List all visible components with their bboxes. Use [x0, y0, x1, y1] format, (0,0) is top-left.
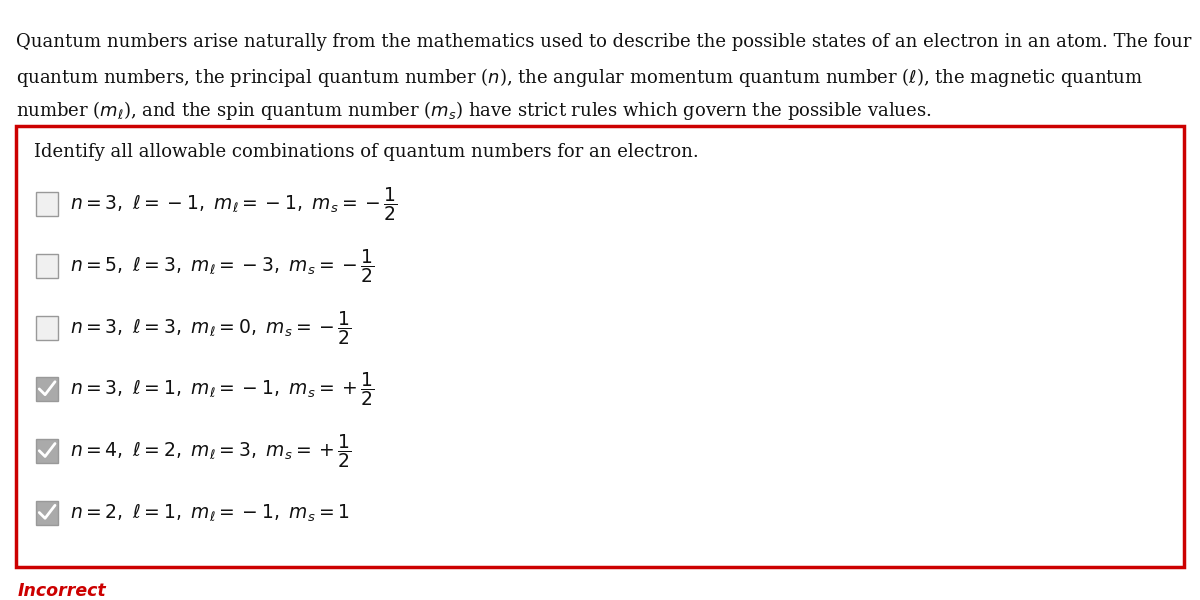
Text: number ($m_\ell$), and the spin quantum number ($m_s$) have strict rules which g: number ($m_\ell$), and the spin quantum … [16, 99, 931, 122]
Text: Identify all allowable combinations of quantum numbers for an electron.: Identify all allowable combinations of q… [34, 143, 698, 161]
FancyBboxPatch shape [36, 192, 58, 216]
Text: $n = 4,\ \ell = 2,\ m_\ell = 3,\ m_s = +\dfrac{1}{2}$: $n = 4,\ \ell = 2,\ m_\ell = 3,\ m_s = +… [70, 432, 352, 470]
FancyBboxPatch shape [36, 254, 58, 278]
FancyBboxPatch shape [36, 501, 58, 525]
Text: $n = 2,\ \ell = 1,\ m_\ell = -1,\ m_s = 1$: $n = 2,\ \ell = 1,\ m_\ell = -1,\ m_s = … [70, 502, 349, 524]
Text: quantum numbers, the principal quantum number ($n$), the angular momentum quantu: quantum numbers, the principal quantum n… [16, 66, 1142, 89]
Text: $n = 3,\ \ell = -1,\ m_\ell = -1,\ m_s = -\dfrac{1}{2}$: $n = 3,\ \ell = -1,\ m_\ell = -1,\ m_s =… [70, 185, 397, 223]
FancyBboxPatch shape [16, 126, 1184, 567]
FancyBboxPatch shape [36, 439, 58, 463]
Text: Incorrect: Incorrect [18, 582, 107, 600]
Text: $n = 3,\ \ell = 1,\ m_\ell = -1,\ m_s = +\dfrac{1}{2}$: $n = 3,\ \ell = 1,\ m_\ell = -1,\ m_s = … [70, 370, 374, 409]
Text: $n = 5,\ \ell = 3,\ m_\ell = -3,\ m_s = -\dfrac{1}{2}$: $n = 5,\ \ell = 3,\ m_\ell = -3,\ m_s = … [70, 247, 374, 285]
FancyBboxPatch shape [36, 377, 58, 401]
Text: Quantum numbers arise naturally from the mathematics used to describe the possib: Quantum numbers arise naturally from the… [16, 33, 1190, 51]
Text: $n = 3,\ \ell = 3,\ m_\ell = 0,\ m_s = -\dfrac{1}{2}$: $n = 3,\ \ell = 3,\ m_\ell = 0,\ m_s = -… [70, 308, 352, 347]
FancyBboxPatch shape [36, 316, 58, 340]
